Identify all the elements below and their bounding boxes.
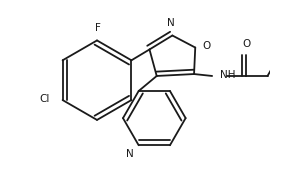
Text: O: O [242, 39, 250, 49]
Text: F: F [95, 23, 101, 33]
Text: Cl: Cl [39, 94, 49, 104]
Text: N: N [126, 149, 134, 159]
Text: NH: NH [220, 70, 235, 80]
Text: O: O [202, 41, 211, 51]
Text: N: N [167, 18, 175, 28]
